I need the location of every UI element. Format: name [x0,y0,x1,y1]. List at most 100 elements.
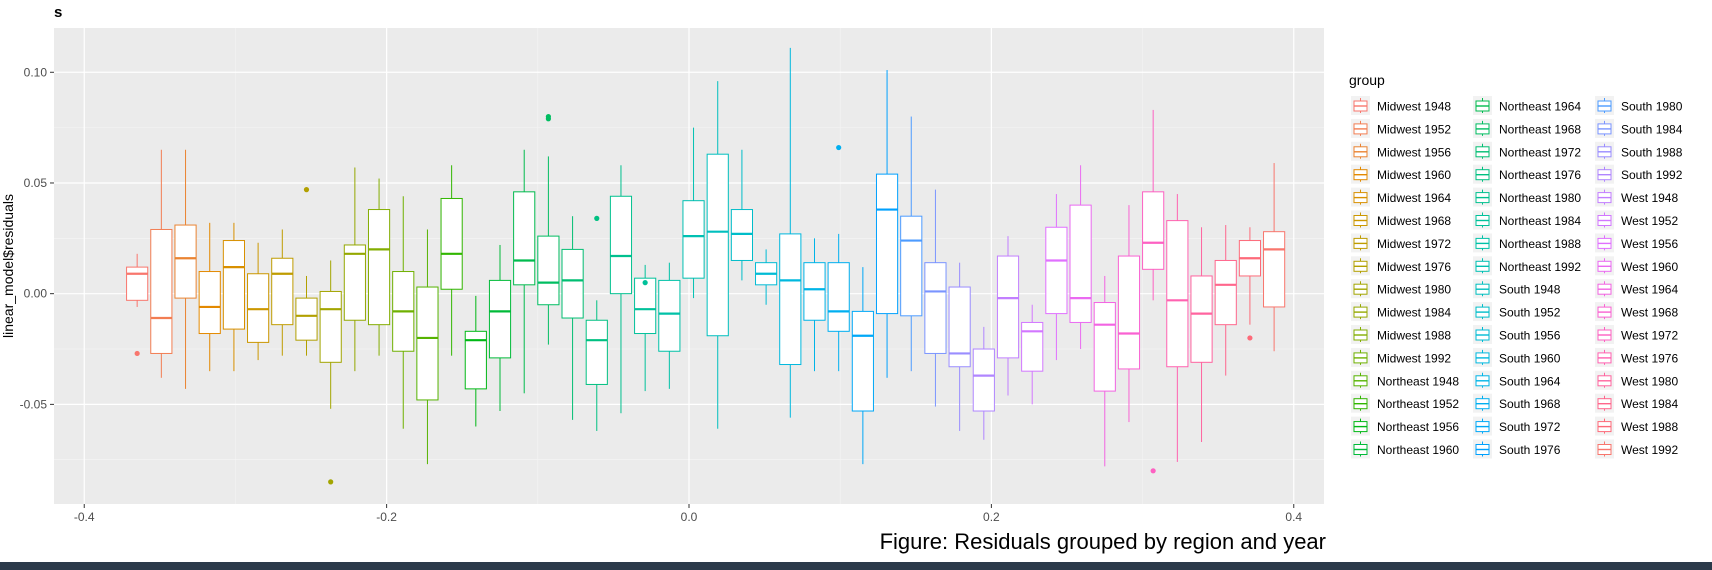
box-body [1021,321,1044,372]
legend-item: Northeast 1948 [1351,370,1459,390]
legend-label: Midwest 1984 [1377,306,1451,320]
legend-label: South 1992 [1621,168,1683,182]
box-midwest-1980 [319,260,342,485]
legend-label: Midwest 1980 [1377,283,1451,297]
legend-label: South 1952 [1499,306,1561,320]
legend-item: South 1988 [1595,141,1683,161]
box-midwest-1988 [367,178,391,356]
box-west-1972 [1142,109,1165,474]
legend-item: Northeast 1992 [1473,256,1581,276]
legend-item: Northeast 1976 [1473,164,1581,184]
box-south-1984 [924,189,947,407]
legend-label: West 1968 [1621,306,1678,320]
legend-item: Midwest 1968 [1351,210,1451,230]
box-body [1263,231,1286,308]
outlier-point [134,350,140,357]
outlier-point [545,116,551,122]
box-south-1968 [827,144,850,372]
legend-item: South 1960 [1473,347,1561,367]
legend-label: West 1980 [1621,374,1678,388]
legend-label: South 1976 [1499,443,1561,457]
box-northeast-1964 [513,149,536,394]
box-west-1964 [1093,275,1116,467]
box-south-1972 [851,267,874,465]
legend-label: Midwest 1952 [1377,122,1451,136]
box-midwest-1984 [343,167,366,372]
box-body [367,209,391,326]
legend-label: West 1988 [1621,420,1678,434]
box-body [827,262,850,332]
box-body [1190,275,1213,363]
legend-item: West 1976 [1595,347,1678,367]
box-south-1988 [948,262,971,431]
y-tick-label: 0.05 [24,176,48,190]
legend-item: South 1948 [1473,279,1561,299]
legend-label: Northeast 1976 [1499,168,1581,182]
box-body [416,286,439,401]
chart-title: s [54,4,62,21]
box-northeast-1968 [537,113,560,345]
box-west-1960 [1069,165,1092,350]
box-body [440,197,463,290]
boxplot-series [126,47,1286,485]
box-body [222,240,245,330]
legend-label: Midwest 1948 [1377,100,1451,114]
figure-caption: Figure: Residuals grouped by region and … [880,529,1326,554]
box-northeast-1960 [488,244,512,412]
legend-label: Midwest 1956 [1377,145,1451,159]
x-tick-label: -0.4 [74,510,95,524]
legend-item: Midwest 1956 [1351,141,1451,161]
legend-item: Northeast 1952 [1351,393,1459,413]
legend-item: Midwest 1960 [1351,164,1451,184]
legend-item: Northeast 1972 [1473,141,1581,161]
legend-label: West 1956 [1621,237,1678,251]
box-body [682,200,705,279]
legend-label: South 1988 [1621,145,1683,159]
box-west-1992 [1263,163,1286,352]
box-northeast-1992 [682,127,705,299]
box-body [271,257,294,326]
legend-item: West 1948 [1595,187,1678,207]
box-body [779,233,802,366]
outlier-point [1150,468,1156,474]
box-midwest-1972 [271,229,294,356]
legend-label: South 1948 [1499,283,1561,297]
box-body [319,290,342,363]
box-west-1956 [1045,194,1068,361]
legend-item: West 1952 [1595,210,1678,230]
y-tick-label: 0.10 [24,65,48,79]
box-body [295,297,318,341]
box-west-1980 [1190,227,1213,443]
legend-item: West 1980 [1595,370,1678,390]
legend-label: Northeast 1956 [1377,420,1459,434]
x-tick-label: -0.2 [376,510,397,524]
box-northeast-1956 [464,295,487,427]
y-tick-label: -0.05 [20,397,48,411]
box-body [126,266,149,301]
outlier-point [594,215,600,221]
legend-label: West 1964 [1621,283,1678,297]
legend-label: South 1956 [1499,329,1561,343]
legend-label: West 1976 [1621,351,1678,365]
legend-item: West 1984 [1595,393,1678,413]
box-body [150,228,173,354]
box-west-1976 [1166,194,1189,462]
box-northeast-1976 [585,215,608,431]
box-midwest-1964 [222,222,245,372]
legend-item: South 1992 [1595,164,1683,184]
legend-label: Northeast 1948 [1377,374,1459,388]
box-body [875,173,899,315]
box-south-1992 [972,326,995,440]
legend-label: South 1972 [1499,420,1561,434]
box-body [658,279,681,352]
legend-item: Midwest 1948 [1351,96,1451,115]
box-south-1956 [755,249,778,305]
legend-item: West 1960 [1595,256,1678,276]
legend-label: West 1984 [1621,397,1678,411]
box-body [585,319,608,385]
legend-label: Northeast 1964 [1499,100,1581,114]
legend-item: Northeast 1964 [1473,96,1581,115]
box-west-1984 [1214,225,1237,376]
legend-item: Northeast 1988 [1473,233,1581,253]
